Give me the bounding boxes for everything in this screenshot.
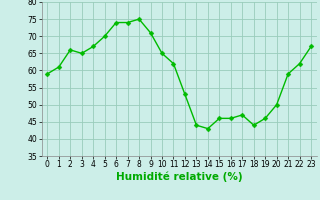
X-axis label: Humidité relative (%): Humidité relative (%): [116, 172, 243, 182]
